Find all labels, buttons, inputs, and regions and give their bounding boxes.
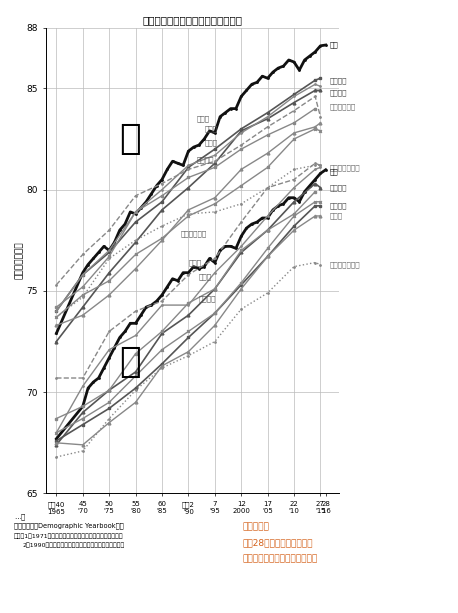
Text: スイス: スイス xyxy=(196,115,209,122)
Text: 2）1990年以前のドイツは、旧西ドイツの数値である。: 2）1990年以前のドイツは、旧西ドイツの数値である。 xyxy=(23,543,125,548)
Text: カナダ: カナダ xyxy=(199,273,212,280)
Text: スイス: スイス xyxy=(188,259,202,266)
Text: フランス: フランス xyxy=(330,202,348,209)
Text: アイスランド: アイスランド xyxy=(180,231,207,237)
Text: ドイツ: ドイツ xyxy=(204,140,218,147)
Text: 平成28年簡易生命表の概況: 平成28年簡易生命表の概況 xyxy=(243,538,313,547)
Text: イギリス: イギリス xyxy=(199,295,217,302)
Text: フランス: フランス xyxy=(330,77,348,83)
Text: 女: 女 xyxy=(120,122,141,156)
Text: イタリア: イタリア xyxy=(330,185,348,191)
Text: アイスランド: アイスランド xyxy=(330,103,356,110)
Text: アメリカ合衆国: アメリカ合衆国 xyxy=(330,261,360,268)
Text: カナダ: カナダ xyxy=(204,126,218,132)
Text: 男: 男 xyxy=(120,345,141,379)
Text: 図４　主な国の平均寿命の年次推移: 図４ 主な国の平均寿命の年次推移 xyxy=(142,15,242,25)
Text: ドイツ: ドイツ xyxy=(330,213,343,219)
Text: 厚生労働省: 厚生労働省 xyxy=(243,522,270,531)
Text: 資料：国連「Demographic Yearbook」等: 資料：国連「Demographic Yearbook」等 xyxy=(14,522,123,529)
Text: 注　：1）1971年以前の日本は、沖縄県を除く数値である。: 注 ：1）1971年以前の日本は、沖縄県を除く数値である。 xyxy=(14,533,123,539)
Text: 日本: 日本 xyxy=(330,168,339,175)
Y-axis label: 平均寿命（年）: 平均寿命（年） xyxy=(15,242,24,280)
Text: 日本: 日本 xyxy=(330,42,339,48)
Text: 平均寿命の国際比較　より引用: 平均寿命の国際比較 より引用 xyxy=(243,554,318,563)
Text: …年: …年 xyxy=(14,514,25,520)
Text: アメリカ合衆国: アメリカ合衆国 xyxy=(330,164,360,170)
Text: イタリア: イタリア xyxy=(330,89,348,96)
Text: イギリス: イギリス xyxy=(196,156,214,162)
